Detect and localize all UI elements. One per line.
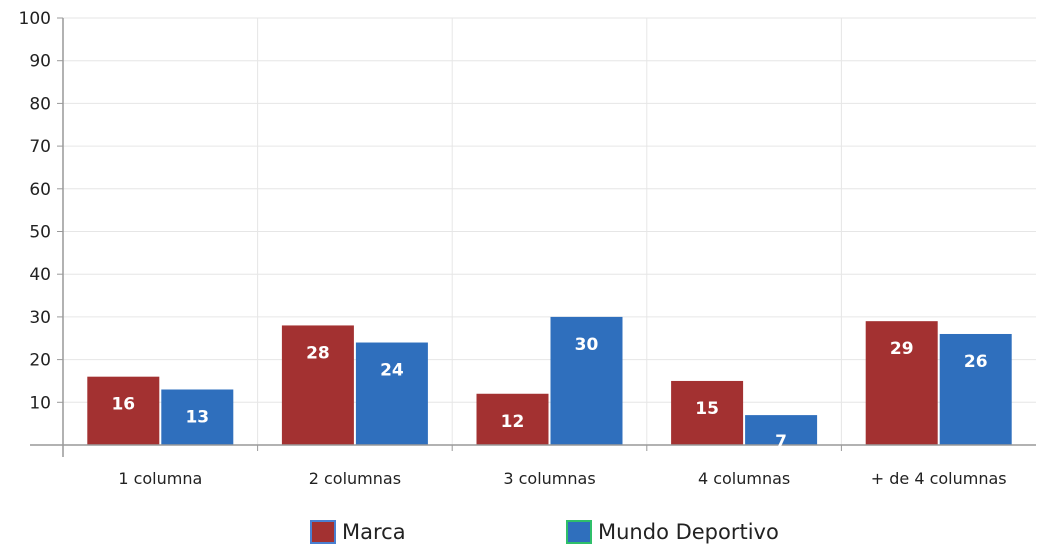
x-category-label: 3 columnas: [503, 469, 595, 488]
data-label-marca: 12: [501, 412, 525, 432]
bar-mundo-deportivo[interactable]: [745, 415, 818, 445]
y-tick-label: 50: [29, 223, 51, 243]
data-label-marca: 16: [111, 395, 135, 415]
data-label-mundo-deportivo: 7: [775, 432, 787, 452]
bar-mundo-deportivo[interactable]: [939, 333, 1012, 445]
legend-item-marca[interactable]: Marca: [310, 520, 406, 544]
bar-mundo-deportivo[interactable]: [355, 342, 428, 445]
y-tick-label: 30: [29, 308, 51, 328]
bar-marca[interactable]: [671, 380, 744, 445]
legend-swatch-marca: [310, 520, 336, 544]
chart-bars: [87, 316, 1012, 445]
bar-mundo-deportivo[interactable]: [550, 316, 623, 445]
data-label-marca: 28: [306, 343, 330, 363]
bar-mundo-deportivo[interactable]: [161, 389, 234, 445]
y-tick-label: 40: [29, 265, 51, 285]
y-tick-label: 20: [29, 351, 51, 371]
legend-label-mundo-deportivo: Mundo Deportivo: [598, 520, 779, 544]
y-tick-label: 60: [29, 180, 51, 200]
data-label-marca: 29: [890, 339, 914, 359]
legend-swatch-mundo-deportivo: [566, 520, 592, 544]
x-category-label: 2 columnas: [309, 469, 401, 488]
data-label-mundo-deportivo: 24: [380, 361, 404, 381]
x-category-label: 4 columnas: [698, 469, 790, 488]
chart-legend: Marca Mundo Deportivo: [0, 516, 1038, 545]
y-tick-label: 80: [29, 94, 51, 114]
chart-grid: [63, 17, 1036, 445]
bar-marca[interactable]: [281, 325, 354, 445]
bar-chart: 10 20 30 40 50 60 70 80 90 100 16 13 1 columna 28 24 2 …: [19, 9, 1036, 488]
data-label-marca: 15: [695, 399, 719, 419]
y-tick-label: 10: [29, 393, 51, 413]
bar-marca[interactable]: [87, 376, 160, 445]
y-tick-label: 100: [19, 9, 51, 29]
chart-axes: [30, 17, 1036, 457]
data-label-mundo-deportivo: 13: [185, 407, 209, 427]
bar-marca[interactable]: [476, 393, 549, 445]
y-tick-label: 90: [29, 52, 51, 72]
x-category-label: + de 4 columnas: [871, 469, 1007, 488]
data-label-mundo-deportivo: 30: [575, 335, 599, 355]
legend-label-marca: Marca: [342, 520, 406, 544]
chart-labels: 10 20 30 40 50 60 70 80 90 100 16 13 1 columna 28 24 2 …: [19, 9, 1007, 488]
bar-marca[interactable]: [865, 321, 938, 445]
x-category-label: 1 columna: [118, 469, 202, 488]
y-tick-label: 70: [29, 137, 51, 157]
legend-item-mundo-deportivo[interactable]: Mundo Deportivo: [566, 520, 779, 544]
data-label-mundo-deportivo: 26: [964, 352, 988, 372]
